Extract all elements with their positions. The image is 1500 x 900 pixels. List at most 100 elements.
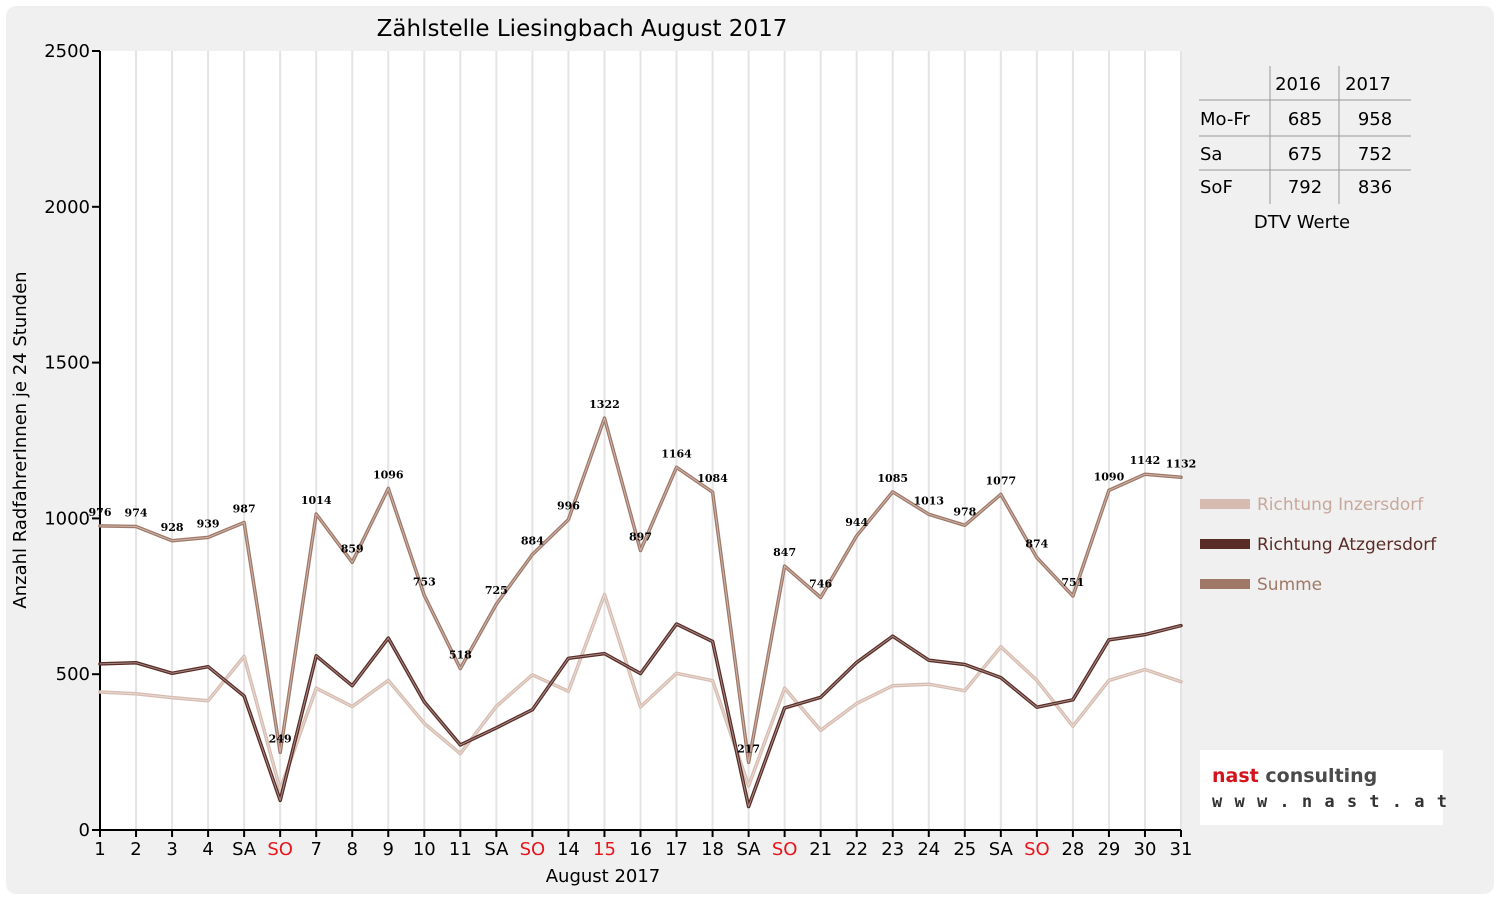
dtv-row-label: Sa <box>1200 144 1222 165</box>
logo: nast consulting w w w . n a s t . a t <box>1200 750 1447 825</box>
data-label: 1085 <box>877 472 908 485</box>
data-label: 978 <box>953 505 976 518</box>
data-label: 928 <box>161 521 184 534</box>
series-line-richtung-inzersdorf-outline <box>98 592 1183 792</box>
dtv-caption: DTV Werte <box>1254 212 1350 233</box>
y-tick-label: 1000 <box>44 508 90 529</box>
series-line-richtung-atzgersdorf <box>99 623 1182 808</box>
legend-label: Richtung Inzersdorf <box>1257 495 1424 515</box>
x-tick-label: 11 <box>449 839 472 860</box>
data-label: 1077 <box>986 474 1017 487</box>
y-tick-label: 1500 <box>44 353 90 374</box>
logo-brand-gray: consulting <box>1265 765 1378 787</box>
x-tick-label: 8 <box>347 839 358 860</box>
data-label: 1142 <box>1130 454 1161 467</box>
data-label: 987 <box>233 502 256 515</box>
legend-swatch <box>1200 539 1250 549</box>
x-tick-label: 23 <box>881 839 904 860</box>
data-label: 1013 <box>913 494 944 507</box>
data-label: 217 <box>737 742 760 755</box>
data-label: 249 <box>269 732 292 745</box>
data-label: 897 <box>629 530 652 543</box>
data-label: 1090 <box>1094 470 1125 483</box>
x-tick-label: 30 <box>1134 839 1157 860</box>
dtv-header-2016: 2016 <box>1275 74 1321 95</box>
dtv-cell: 792 <box>1288 177 1322 198</box>
x-tick-label: 9 <box>383 839 394 860</box>
x-tick-label: 21 <box>809 839 832 860</box>
data-label: 751 <box>1061 576 1084 589</box>
x-tick-label: 4 <box>202 839 213 860</box>
chart-title: Zählstelle Liesingbach August 2017 <box>377 16 788 42</box>
x-axis-label: August 2017 <box>546 866 661 887</box>
legend-label: Summe <box>1257 575 1322 595</box>
x-tick-label: SO <box>520 839 546 860</box>
dtv-row-label: SoF <box>1200 177 1233 198</box>
y-tick-label: 2500 <box>44 41 90 62</box>
y-tick-label: 500 <box>56 664 90 685</box>
x-tick-label: SO <box>1024 839 1050 860</box>
x-tick-label: 1 <box>94 839 105 860</box>
x-tick-label: SO <box>772 839 798 860</box>
dtv-cell: 675 <box>1288 144 1322 165</box>
x-tick-label: 17 <box>665 839 688 860</box>
x-tick-label: 24 <box>917 839 940 860</box>
x-tick-label: 31 <box>1170 839 1193 860</box>
y-ticks: 0 500 1000 1500 2000 2500 <box>44 41 100 841</box>
data-label: 1084 <box>697 472 728 485</box>
x-tick-label: 14 <box>557 839 580 860</box>
data-label: 859 <box>341 542 364 555</box>
grid-lines <box>99 51 1182 830</box>
logo-url: w w w . n a s t . a t <box>1212 792 1448 812</box>
series-line-summe <box>99 417 1182 763</box>
x-tick-label: SA <box>484 839 509 860</box>
x-tick-label: 18 <box>701 839 724 860</box>
legend: Richtung Inzersdorf Richtung Atzgersdorf S… <box>1200 495 1437 595</box>
x-tick-label: 10 <box>413 839 436 860</box>
legend-label: Richtung Atzgersdorf <box>1257 535 1437 555</box>
dtv-cell: 685 <box>1288 109 1322 130</box>
x-tick-label: SA <box>232 839 257 860</box>
data-label: 944 <box>845 516 868 529</box>
x-tick-label: 3 <box>166 839 177 860</box>
dtv-cell: 958 <box>1358 109 1392 130</box>
y-tick-label: 0 <box>79 820 90 841</box>
x-tick-label: SA <box>989 839 1014 860</box>
series-line-summe-outline <box>98 416 1183 765</box>
data-label: 974 <box>125 507 148 520</box>
x-tick-label: SO <box>267 839 293 860</box>
data-label: 753 <box>413 575 436 588</box>
series-line-richtung-inzersdorf <box>99 593 1182 790</box>
data-label: 1014 <box>301 494 332 507</box>
dtv-table: 2016 2017 Mo-Fr 685 958 Sa 675 752 SoF 7… <box>1199 66 1411 233</box>
dtv-row-label: Mo-Fr <box>1200 109 1250 130</box>
data-label: 1164 <box>661 447 692 460</box>
data-label: 874 <box>1025 538 1048 551</box>
data-labels: 976 974 928 939 987 249 1014 859 1096 753 518 725 88… <box>89 398 1197 755</box>
x-tick-label: 16 <box>629 839 652 860</box>
y-axis-label: Anzahl RadfahrerInnen je 24 Stunden <box>10 271 31 608</box>
data-label: 1132 <box>1166 457 1197 470</box>
legend-swatch <box>1200 579 1250 589</box>
data-label: 1096 <box>373 468 404 481</box>
legend-swatch <box>1200 499 1250 509</box>
dtv-header-2017: 2017 <box>1345 74 1391 95</box>
data-label: 725 <box>485 584 508 597</box>
data-label: 518 <box>449 649 472 662</box>
data-label: 976 <box>89 506 112 519</box>
data-label: 746 <box>809 578 832 591</box>
dtv-cell: 836 <box>1358 177 1392 198</box>
x-tick-label: 22 <box>845 839 868 860</box>
data-label: 939 <box>197 517 220 530</box>
x-tick-label: 2 <box>130 839 141 860</box>
x-tick-label: SA <box>737 839 762 860</box>
x-tick-label: 15 <box>593 839 616 860</box>
data-label: 847 <box>773 546 796 559</box>
x-ticks: 1 2 3 4 SA SO 7 8 9 10 11 SA SO 14 15 16 17 18 SA SO 21 22 23 2… <box>94 830 1192 860</box>
x-tick-label: 29 <box>1097 839 1120 860</box>
x-tick-label: 7 <box>310 839 321 860</box>
y-tick-label: 2000 <box>44 197 90 218</box>
x-tick-label: 25 <box>953 839 976 860</box>
logo-brand-red: nast <box>1212 765 1259 787</box>
